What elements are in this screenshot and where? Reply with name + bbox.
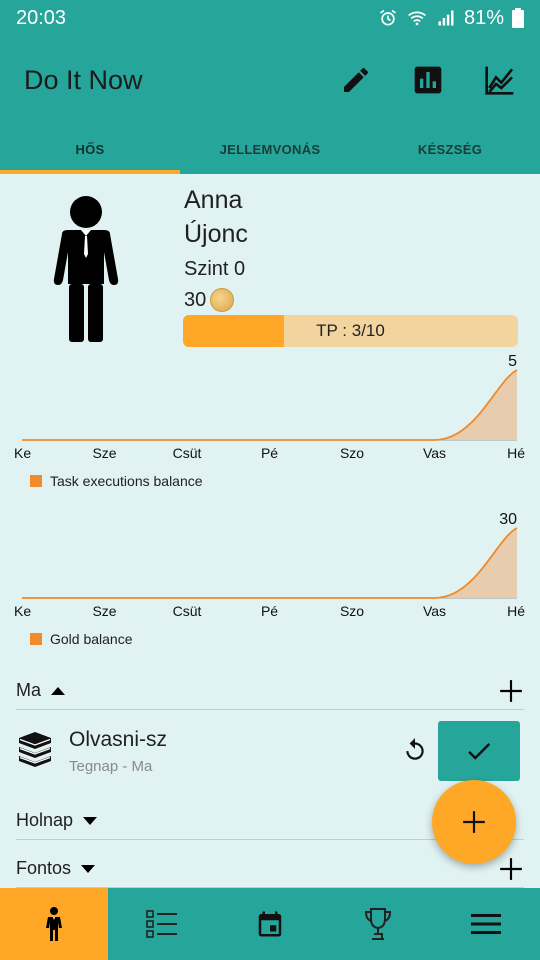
section-tomorrow[interactable]: Holnap — [16, 802, 524, 840]
check-icon — [468, 743, 491, 760]
battery-percent: 81% — [463, 6, 504, 29]
undo-icon[interactable] — [402, 737, 428, 763]
tab-skills[interactable]: KÉSZSÉG — [417, 141, 483, 157]
section-today[interactable]: Ma — [16, 672, 524, 710]
chart-area — [22, 370, 517, 440]
caret-down-icon — [83, 816, 98, 825]
chart-tick-label: Csüt — [173, 445, 202, 461]
gold-balance-chart: 30 Ke Sze Csüt Pé Szo Vas Hé — [0, 498, 540, 648]
books-icon — [19, 732, 51, 767]
hero-gold: 30 — [184, 288, 235, 312]
chart-series-line — [22, 369, 518, 441]
trophy-icon — [364, 908, 392, 940]
hero-name: Anna — [184, 186, 243, 214]
chart-tick-label: Pé — [261, 603, 278, 619]
chart-tick-label: Vas — [423, 603, 446, 619]
legend-swatch — [30, 633, 42, 645]
menu-icon — [471, 914, 501, 934]
chart-tick-label: Hé — [507, 603, 525, 619]
chart-area — [22, 528, 517, 598]
chart-tick-label: Pé — [261, 445, 278, 461]
chart-tick-label: Szo — [340, 603, 364, 619]
hero-level: Szint 0 — [184, 258, 246, 280]
nav-menu[interactable] — [432, 888, 540, 960]
add-important-icon[interactable] — [498, 856, 524, 882]
tab-bar: HŐS JELLEMVONÁS KÉSZSÉG — [0, 124, 540, 174]
caret-down-icon — [81, 864, 96, 873]
nav-hero[interactable] — [0, 888, 108, 960]
xp-label: TP : 3/10 — [316, 321, 385, 340]
nav-achievements[interactable] — [324, 888, 432, 960]
app-bar: Do It Now — [0, 36, 540, 124]
hero-card: Anna Újonc Szint 0 30 TP : 3/10 — [0, 174, 540, 354]
section-tomorrow-label: Holnap — [16, 810, 74, 830]
task-executions-chart: 5 Ke Sze Csüt Pé Szo Vas Hé — [0, 340, 540, 490]
alarm-icon — [379, 9, 396, 26]
chart-legend: Task executions balance — [30, 473, 203, 489]
xp-progress-bar: TP : 3/10 — [183, 315, 518, 347]
gold-amount: 30 — [184, 288, 207, 311]
chart-tick-label: Ke — [14, 445, 31, 461]
legend-label: Task executions balance — [50, 473, 203, 489]
chart-tick-label: Sze — [92, 445, 116, 461]
chart-data-label: 30 — [499, 511, 517, 528]
hero-rank: Újonc — [184, 220, 248, 248]
section-important-label: Fontos — [16, 858, 72, 878]
bottom-nav — [0, 888, 540, 960]
chart-tick-label: Csüt — [173, 603, 202, 619]
section-important[interactable]: Fontos — [16, 850, 524, 888]
add-today-icon[interactable] — [498, 678, 524, 704]
chart-tick-label: Vas — [423, 445, 446, 461]
calendar-icon — [258, 911, 282, 937]
caret-up-icon — [51, 686, 66, 695]
nav-calendar[interactable] — [216, 888, 324, 960]
task-name: Olvasni-sz — [69, 728, 168, 751]
tab-traits[interactable]: JELLEMVONÁS — [219, 141, 321, 157]
wifi-icon — [408, 11, 426, 26]
add-task-fab[interactable] — [432, 780, 516, 864]
chart-tick-label: Szo — [340, 445, 364, 461]
legend-label: Gold balance — [50, 631, 133, 647]
signal-icon — [438, 10, 454, 26]
complete-task-button[interactable] — [438, 721, 520, 781]
chart-tick-label: Ke — [14, 603, 31, 619]
section-today-label: Ma — [16, 680, 42, 700]
list-icon — [146, 910, 177, 938]
chart-series-line — [22, 527, 518, 599]
hero-icon — [46, 907, 62, 941]
app-title: Do It Now — [24, 64, 143, 95]
line-chart-icon[interactable] — [484, 64, 516, 96]
tab-hero[interactable]: HŐS — [0, 124, 180, 174]
chart-data-label: 5 — [508, 353, 517, 370]
coin-icon — [210, 288, 235, 312]
chart-legend: Gold balance — [30, 631, 133, 647]
task-schedule: Tegnap - Ma — [69, 758, 153, 775]
bar-chart-icon[interactable] — [412, 64, 444, 96]
plus-icon — [463, 811, 485, 833]
pencil-icon[interactable] — [340, 64, 372, 96]
status-bar: 20:03 81% — [0, 0, 540, 36]
xp-progress-fill — [183, 315, 284, 347]
battery-icon — [512, 8, 524, 28]
hero-avatar-icon[interactable] — [48, 184, 124, 344]
chart-tick-label: Hé — [507, 445, 525, 461]
legend-swatch — [30, 475, 42, 487]
chart-tick-label: Sze — [92, 603, 116, 619]
task-row[interactable]: Olvasni-sz Tegnap - Ma — [0, 712, 540, 788]
nav-tasks[interactable] — [108, 888, 216, 960]
status-time: 20:03 — [16, 6, 67, 29]
